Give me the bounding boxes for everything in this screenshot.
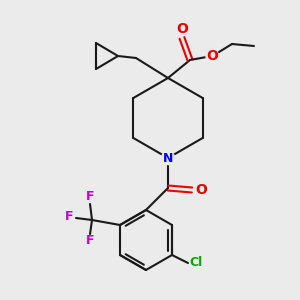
Text: N: N: [163, 152, 173, 164]
Text: F: F: [86, 235, 94, 248]
Text: O: O: [176, 22, 188, 36]
Text: F: F: [86, 190, 94, 203]
Circle shape: [206, 50, 218, 62]
Text: O: O: [195, 183, 207, 197]
Text: F: F: [65, 211, 73, 224]
Text: O: O: [206, 49, 218, 63]
Circle shape: [161, 152, 175, 164]
Text: Cl: Cl: [189, 256, 203, 269]
